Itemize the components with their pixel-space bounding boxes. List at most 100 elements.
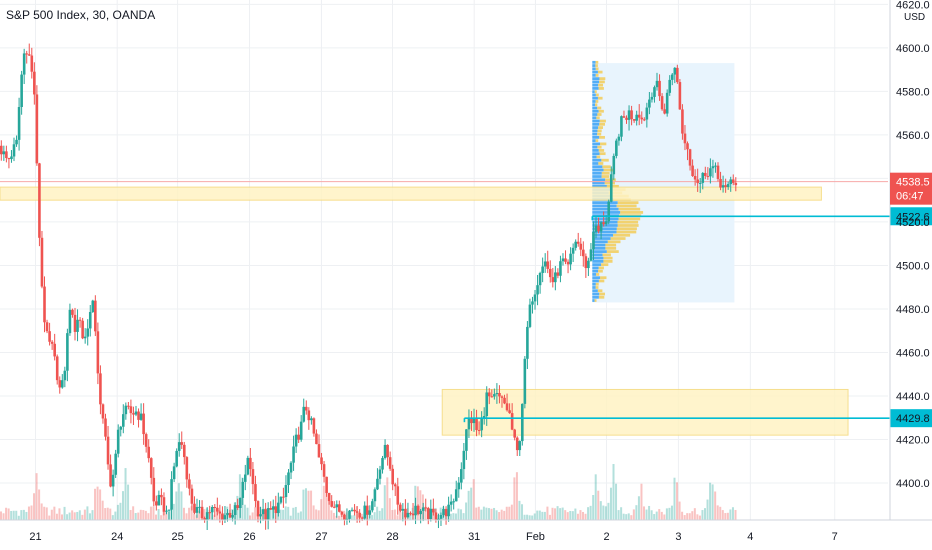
candle-body bbox=[627, 110, 631, 120]
candle-body bbox=[411, 513, 415, 516]
price-axis[interactable]: 4400.0 4420.0 4440.0 4460.0 4480.0 4500.0 4520… bbox=[889, 0, 932, 520]
volume-bar bbox=[304, 488, 307, 520]
profile-bar-up bbox=[592, 100, 596, 103]
candle-body bbox=[698, 182, 702, 184]
time-tick-label: 26 bbox=[243, 531, 255, 543]
candle-body bbox=[714, 165, 717, 167]
profile-bar-down bbox=[598, 266, 604, 270]
profile-bar-up bbox=[592, 217, 619, 221]
profile-bar-up bbox=[592, 250, 607, 253]
countdown-label: 06:47 bbox=[896, 191, 924, 203]
candle-body bbox=[414, 505, 417, 516]
candle-body bbox=[381, 458, 384, 470]
profile-bar-up bbox=[592, 282, 596, 286]
volume-bar bbox=[30, 505, 33, 520]
profile-bar-up bbox=[592, 113, 598, 116]
volume-bar bbox=[68, 512, 71, 520]
volume-bar bbox=[734, 509, 737, 520]
profile-bar-down bbox=[596, 273, 600, 276]
candle-body bbox=[561, 258, 565, 262]
volume-bar bbox=[238, 474, 241, 520]
volume-bar bbox=[289, 515, 292, 520]
profile-bar-down bbox=[595, 100, 599, 103]
profile-bar-up bbox=[592, 116, 597, 120]
candle-body bbox=[632, 119, 636, 121]
candle-body bbox=[643, 119, 646, 121]
volume-bar bbox=[726, 512, 729, 520]
volume-bar bbox=[165, 510, 168, 520]
volume-bar bbox=[523, 514, 526, 520]
candle-body bbox=[709, 168, 712, 177]
candle-body bbox=[269, 508, 273, 510]
candle-body bbox=[20, 74, 23, 107]
candle-body bbox=[48, 331, 51, 342]
candle-body bbox=[10, 156, 13, 160]
profile-bar-down bbox=[598, 269, 603, 273]
volume-bar bbox=[325, 490, 328, 520]
time-axis[interactable]: 21 24 25 26 27 28 31 Feb 2 3 4 7 bbox=[0, 519, 932, 543]
volume-bar bbox=[681, 511, 684, 520]
candle-body bbox=[116, 429, 120, 454]
candle-body bbox=[612, 155, 616, 175]
profile-bar-up bbox=[592, 168, 604, 172]
level-label-1: 4522.6 bbox=[896, 211, 930, 223]
volume-bar bbox=[88, 513, 91, 520]
volume-bar bbox=[391, 510, 394, 520]
profile-bar-up bbox=[592, 243, 606, 247]
profile-bar-down bbox=[599, 135, 605, 139]
candle-body bbox=[670, 74, 674, 80]
volume-bar bbox=[297, 512, 300, 520]
time-tick-label: 24 bbox=[111, 531, 123, 543]
time-tick-label: Feb bbox=[526, 531, 545, 543]
candle-body bbox=[724, 185, 727, 188]
candle-body bbox=[449, 501, 453, 505]
candle-body bbox=[609, 174, 613, 202]
candle-body bbox=[363, 505, 367, 519]
profile-bar-up bbox=[592, 175, 602, 178]
volume-bar bbox=[559, 508, 562, 520]
candle-body bbox=[177, 442, 181, 451]
profile-bar-up bbox=[592, 64, 596, 67]
candle-body bbox=[617, 136, 621, 141]
volume-bar bbox=[139, 509, 142, 520]
candle-body bbox=[429, 508, 433, 520]
candle-body bbox=[432, 508, 435, 513]
chart-title: S&P 500 Index, 30, OANDA bbox=[6, 8, 156, 22]
candle-body bbox=[505, 403, 509, 411]
horizontal-levels[interactable]: 4522.6 4429.8 bbox=[463, 207, 932, 428]
volume-bar bbox=[554, 508, 557, 520]
candle-body bbox=[640, 117, 644, 120]
candle-body bbox=[312, 418, 316, 434]
volume-bar bbox=[254, 507, 257, 520]
candle-body bbox=[205, 512, 209, 520]
candle-body bbox=[668, 79, 672, 93]
volume-bar bbox=[307, 490, 310, 520]
candle-body bbox=[444, 508, 448, 517]
candle-body bbox=[188, 479, 191, 489]
volume-bar bbox=[579, 510, 582, 520]
volume-bar bbox=[22, 509, 25, 520]
volume-bar bbox=[612, 464, 615, 520]
profile-bar-down bbox=[616, 227, 637, 231]
candle-body bbox=[53, 343, 56, 357]
volume-bar bbox=[632, 509, 635, 520]
volume-bar bbox=[292, 507, 295, 520]
candle-body bbox=[340, 511, 344, 515]
candle-body bbox=[310, 418, 313, 421]
candle-body bbox=[350, 509, 354, 511]
volume-bar bbox=[709, 482, 712, 520]
candle-body bbox=[43, 286, 46, 323]
candle-body bbox=[208, 512, 212, 514]
candle-body bbox=[678, 82, 682, 110]
price-tick-label: 4600.0 bbox=[896, 43, 930, 55]
price-unit-label: USD bbox=[904, 12, 925, 23]
volume-bar bbox=[312, 505, 315, 520]
candle-body bbox=[383, 444, 387, 459]
volume-bar bbox=[203, 509, 206, 520]
volume-bar bbox=[157, 509, 160, 520]
candle-body bbox=[78, 319, 82, 321]
candle-body bbox=[190, 488, 194, 504]
volume-bar bbox=[86, 506, 89, 520]
candle-body bbox=[526, 326, 529, 359]
